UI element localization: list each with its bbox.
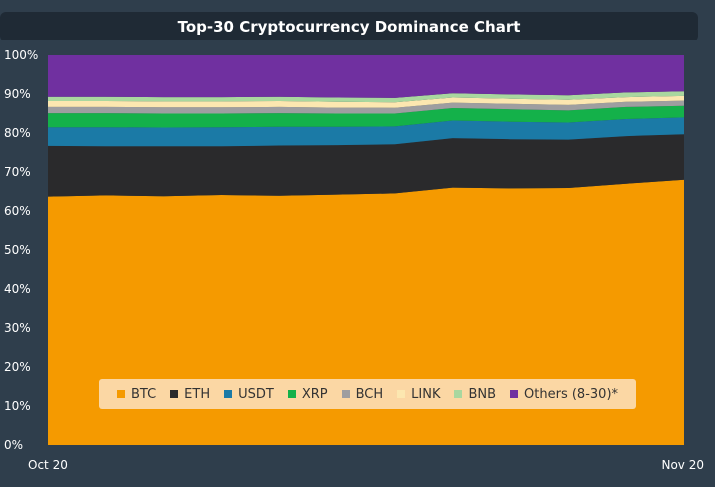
y-tick-label: 50% [4, 243, 31, 257]
chart-legend: BTC ETH USDT XRP BCH LINK BNB Others (8-30)* [99, 379, 636, 409]
legend-label: BTC [130, 386, 157, 402]
x-axis: Oct 20 Nov 20 [28, 458, 704, 472]
y-tick-label: 60% [4, 204, 31, 218]
y-tick-label: 70% [4, 165, 31, 179]
legend-swatch [170, 390, 179, 398]
legend-label: BNB [468, 386, 497, 402]
y-tick-label: 80% [4, 126, 31, 140]
legend-swatch [510, 390, 519, 398]
legend-item-others-8-30: Others (8-30)* [510, 387, 618, 402]
y-axis: 0% 10% 20% 30% 40% 50% 60% 70% 80% 90% 100% [4, 48, 38, 452]
area-eth [48, 134, 684, 197]
legend-item-btc: BTC [116, 386, 157, 402]
area-series-group [48, 55, 684, 446]
y-tick-label: 90% [4, 87, 31, 101]
area-usdt [48, 117, 684, 147]
legend-label: Others (8-30)* [524, 386, 619, 402]
area-bnb [48, 91, 684, 103]
x-tick-label: Nov 20 [661, 458, 704, 472]
legend-swatch [454, 390, 463, 398]
y-tick-label: 30% [4, 321, 31, 335]
legend-item-xrp: XRP [287, 386, 328, 402]
legend-item-link: LINK [397, 387, 440, 402]
legend-label: BCH [355, 386, 384, 402]
legend-swatch [397, 390, 406, 398]
y-tick-label: 20% [4, 360, 31, 374]
legend-swatch [287, 390, 296, 398]
y-tick-label: 0% [4, 438, 23, 452]
chart-title-bar: Top-30 Cryptocurrency Dominance Chart [0, 12, 698, 42]
area-bch [48, 100, 684, 114]
legend-item-usdt: USDT [224, 387, 274, 402]
area-others-8-30 [48, 55, 684, 98]
legend-swatch [224, 390, 233, 398]
legend-item-bch: BCH [341, 386, 384, 402]
y-tick-label: 40% [4, 282, 31, 296]
area-link [48, 95, 684, 108]
legend-item-eth: ETH [170, 387, 210, 402]
legend-label: ETH [184, 386, 211, 402]
y-tick-label: 10% [4, 399, 31, 413]
area-btc [48, 179, 684, 446]
area-xrp [48, 105, 684, 128]
legend-swatch [341, 390, 350, 398]
legend-label: XRP [301, 386, 328, 402]
y-tick-label: 100% [4, 48, 38, 62]
legend-swatch [116, 390, 125, 398]
legend-label: LINK [411, 386, 441, 402]
legend-item-bnb: BNB [454, 387, 496, 402]
legend-label: USDT [238, 386, 274, 402]
chart-title: Top-30 Cryptocurrency Dominance Chart [177, 18, 521, 36]
x-tick-label: Oct 20 [28, 458, 68, 472]
